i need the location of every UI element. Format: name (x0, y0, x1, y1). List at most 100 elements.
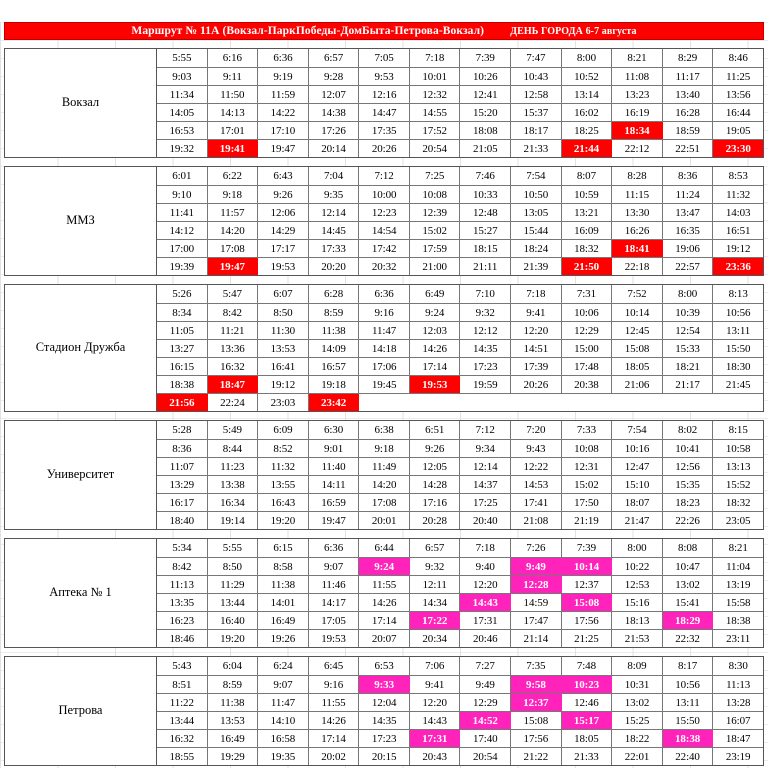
departure-time-cell[interactable]: 11:23 (207, 458, 259, 475)
departure-time-cell[interactable]: 19:05 (713, 122, 763, 139)
departure-time-cell[interactable]: 6:01 (157, 167, 208, 185)
departure-time-cell[interactable]: 21:47 (612, 512, 663, 529)
departure-time-cell[interactable]: 17:31 (460, 612, 512, 629)
departure-time-cell[interactable]: 8:21 (713, 539, 763, 557)
departure-time-cell[interactable]: 12:56 (662, 458, 714, 475)
departure-time-cell[interactable]: 6:28 (308, 285, 360, 303)
departure-time-cell[interactable]: 7:18 (409, 49, 461, 67)
departure-time-cell[interactable]: 17:01 (207, 122, 259, 139)
departure-time-cell[interactable]: 11:29 (207, 576, 259, 593)
departure-time-cell[interactable]: 6:57 (409, 539, 461, 557)
departure-time-cell[interactable]: 14:26 (308, 712, 360, 729)
departure-time-cell[interactable]: 9:41 (409, 676, 461, 693)
departure-time-cell[interactable]: 5:28 (157, 421, 208, 439)
departure-time-cell[interactable]: 19:47 (207, 258, 259, 275)
departure-time-cell[interactable]: 14:12 (157, 222, 208, 239)
departure-time-cell[interactable]: 22:12 (612, 140, 663, 157)
departure-time-cell[interactable]: 9:10 (157, 186, 208, 203)
departure-time-cell[interactable]: 12:47 (612, 458, 663, 475)
departure-time-cell[interactable]: 21:53 (612, 630, 663, 647)
departure-time-cell[interactable]: 12:45 (612, 322, 663, 339)
departure-time-cell[interactable]: 22:32 (662, 630, 714, 647)
departure-time-cell[interactable]: 8:42 (157, 558, 208, 575)
departure-time-cell[interactable]: 7:35 (511, 657, 562, 675)
departure-time-cell[interactable]: 8:50 (258, 304, 309, 321)
departure-time-cell[interactable]: 22:24 (207, 394, 259, 411)
departure-time-cell[interactable]: 9:18 (207, 186, 259, 203)
departure-time-cell[interactable]: 13:56 (713, 86, 763, 103)
departure-time-cell[interactable]: 17:56 (511, 730, 562, 747)
departure-time-cell[interactable]: 7:04 (308, 167, 360, 185)
departure-time-cell[interactable]: 19:20 (258, 512, 309, 529)
departure-time-cell[interactable]: 11:24 (662, 186, 714, 203)
departure-time-cell[interactable]: 11:55 (308, 694, 360, 711)
departure-time-cell[interactable]: 13:38 (207, 476, 259, 493)
departure-time-cell[interactable]: 15:50 (713, 340, 763, 357)
departure-time-cell[interactable]: 10:08 (561, 440, 613, 457)
departure-time-cell[interactable]: 21:56 (157, 394, 208, 411)
departure-time-cell[interactable]: 9:26 (409, 440, 461, 457)
departure-time-cell[interactable]: 9:24 (359, 558, 410, 575)
departure-time-cell[interactable]: 8:07 (561, 167, 613, 185)
departure-time-cell[interactable]: 11:41 (157, 204, 208, 221)
departure-time-cell[interactable]: 7:48 (561, 657, 613, 675)
departure-time-cell[interactable]: 20:26 (511, 376, 562, 393)
departure-time-cell[interactable]: 12:03 (409, 322, 461, 339)
departure-time-cell[interactable]: 21:50 (561, 258, 613, 275)
departure-time-cell[interactable]: 9:49 (511, 558, 562, 575)
departure-time-cell[interactable]: 19:06 (662, 240, 714, 257)
departure-time-cell[interactable]: 23:42 (308, 394, 360, 411)
departure-time-cell[interactable]: 13:47 (662, 204, 714, 221)
departure-time-cell[interactable]: 10:33 (460, 186, 512, 203)
departure-time-cell[interactable]: 13:35 (157, 594, 208, 611)
departure-time-cell[interactable]: 19:59 (460, 376, 512, 393)
departure-time-cell[interactable]: 13:27 (157, 340, 208, 357)
departure-time-cell[interactable]: 9:03 (157, 68, 208, 85)
departure-time-cell[interactable]: 9:32 (460, 304, 512, 321)
departure-time-cell[interactable]: 18:29 (662, 612, 714, 629)
departure-time-cell[interactable]: 18:40 (157, 512, 208, 529)
departure-time-cell[interactable]: 13:30 (612, 204, 663, 221)
departure-time-cell[interactable]: 15:00 (561, 340, 613, 357)
departure-time-cell[interactable]: 22:57 (662, 258, 714, 275)
departure-time-cell[interactable]: 5:49 (207, 421, 259, 439)
departure-time-cell[interactable]: 11:59 (258, 86, 309, 103)
departure-time-cell[interactable]: 14:26 (359, 594, 410, 611)
departure-time-cell[interactable]: 14:55 (409, 104, 461, 121)
departure-time-cell[interactable]: 7:10 (460, 285, 512, 303)
departure-time-cell[interactable]: 18:30 (713, 358, 763, 375)
departure-time-cell[interactable]: 9:49 (460, 676, 512, 693)
departure-time-cell[interactable]: 19:41 (207, 140, 259, 157)
departure-time-cell[interactable]: 16:26 (612, 222, 663, 239)
departure-time-cell[interactable]: 6:43 (258, 167, 309, 185)
departure-time-cell[interactable]: 23:30 (713, 140, 763, 157)
departure-time-cell[interactable]: 15:58 (713, 594, 763, 611)
departure-time-cell[interactable]: 10:41 (662, 440, 714, 457)
departure-time-cell[interactable]: 19:18 (308, 376, 360, 393)
departure-time-cell[interactable]: 13:05 (511, 204, 562, 221)
departure-time-cell[interactable]: 17:33 (308, 240, 360, 257)
departure-time-cell[interactable]: 7:18 (460, 539, 512, 557)
departure-time-cell[interactable]: 20:01 (359, 512, 410, 529)
departure-time-cell[interactable]: 15:27 (460, 222, 512, 239)
departure-time-cell[interactable]: 6:49 (409, 285, 461, 303)
departure-time-cell[interactable]: 10:08 (409, 186, 461, 203)
departure-time-cell[interactable]: 9:16 (359, 304, 410, 321)
departure-time-cell[interactable]: 10:06 (561, 304, 613, 321)
departure-time-cell[interactable]: 17:39 (511, 358, 562, 375)
departure-time-cell[interactable]: 10:26 (460, 68, 512, 85)
departure-time-cell[interactable]: 18:05 (561, 730, 613, 747)
departure-time-cell[interactable]: 8:21 (612, 49, 663, 67)
departure-time-cell[interactable]: 8:36 (662, 167, 714, 185)
departure-time-cell[interactable]: 15:35 (662, 476, 714, 493)
departure-time-cell[interactable]: 10:50 (511, 186, 562, 203)
departure-time-cell[interactable]: 21:06 (612, 376, 663, 393)
departure-time-cell[interactable]: 10:31 (612, 676, 663, 693)
departure-time-cell[interactable]: 12:41 (460, 86, 512, 103)
departure-time-cell[interactable]: 22:40 (662, 748, 714, 765)
departure-time-cell[interactable]: 15:16 (612, 594, 663, 611)
departure-time-cell[interactable]: 20:54 (409, 140, 461, 157)
departure-time-cell[interactable]: 9:11 (207, 68, 259, 85)
departure-time-cell[interactable]: 17:08 (359, 494, 410, 511)
departure-time-cell[interactable]: 11:04 (713, 558, 763, 575)
